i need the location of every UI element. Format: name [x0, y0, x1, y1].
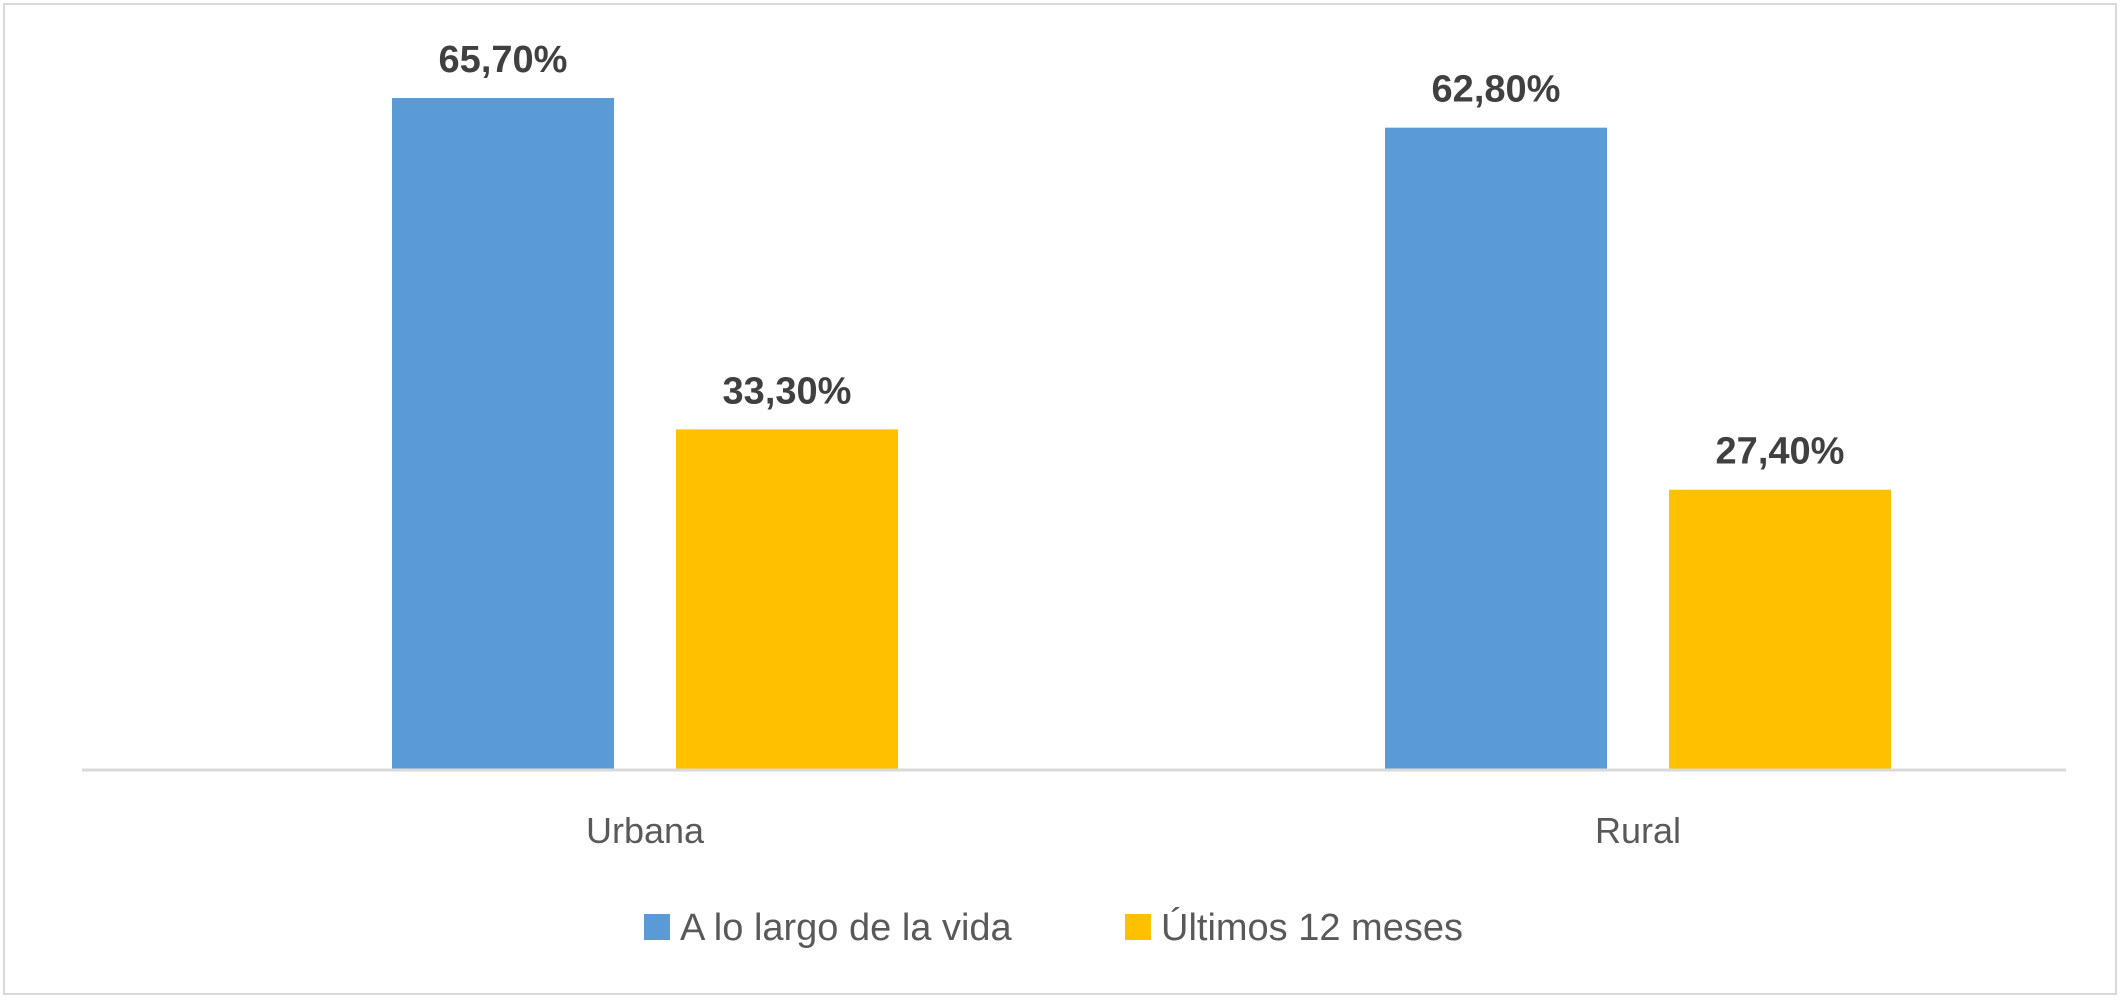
legend-label: A lo largo de la vida	[680, 907, 1013, 949]
legend-swatch	[1125, 914, 1151, 940]
bar-urbana-series-2	[676, 429, 898, 770]
legend-label: Últimos 12 meses	[1161, 906, 1463, 949]
x-tick-label: Urbana	[586, 810, 705, 851]
legend-swatch	[644, 914, 670, 940]
bar-rural-series-2	[1669, 489, 1891, 770]
data-label: 62,80%	[1432, 69, 1561, 111]
data-label: 27,40%	[1716, 431, 1845, 473]
x-tick-label: Rural	[1595, 810, 1681, 851]
legend: A lo largo de la vida Últimos 12 meses	[644, 906, 1463, 949]
data-label: 65,70%	[439, 39, 568, 81]
data-label: 33,30%	[723, 370, 852, 412]
labels-layer: 65,70% 33,30% Urbana 62,80% 27,40% Rural	[439, 39, 1845, 851]
bar-urbana-series-1	[392, 98, 614, 770]
bars-layer	[392, 98, 1891, 770]
bar-rural-series-1	[1385, 127, 1607, 770]
